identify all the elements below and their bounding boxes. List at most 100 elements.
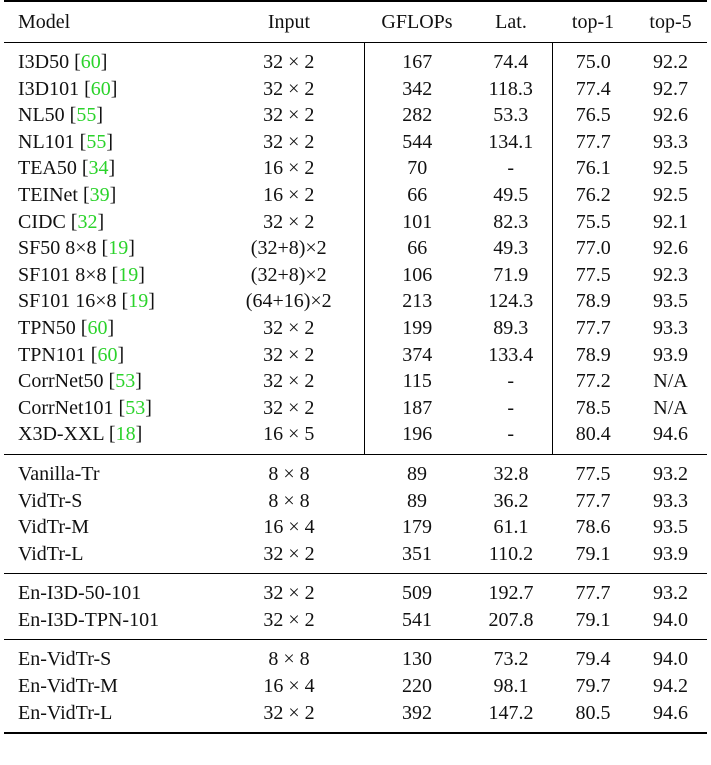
gflops-cell: 213 bbox=[402, 290, 433, 313]
model-cell: NL50 [55] bbox=[4, 102, 214, 129]
citation-link[interactable]: 19 bbox=[118, 263, 139, 286]
latency-cell: 74.4 bbox=[470, 42, 553, 76]
citation-link[interactable]: 53 bbox=[125, 396, 146, 419]
citation-link[interactable]: 60 bbox=[87, 316, 108, 339]
model-name: X3D-XXL [ bbox=[18, 423, 116, 446]
latency-cell: 53.3 bbox=[470, 102, 553, 129]
top1-cell: 78.5 bbox=[575, 396, 611, 419]
header-latency: Lat. bbox=[470, 0, 552, 43]
gflops-cell: 509 bbox=[364, 573, 470, 607]
top5-cell: 94.2 bbox=[653, 675, 688, 698]
citation-link[interactable]: 60 bbox=[97, 343, 118, 366]
gflops-cell: 187 bbox=[402, 396, 433, 419]
model-cell: TPN101 [60] bbox=[4, 342, 214, 369]
top5-cell: 93.9 bbox=[653, 542, 688, 565]
model-name: TEINet [ bbox=[18, 183, 90, 206]
header-input: Input bbox=[214, 0, 364, 43]
citation-close-bracket: ] bbox=[135, 370, 142, 393]
input-cell: 32 × 2 bbox=[214, 314, 365, 342]
citation-close-bracket: ] bbox=[148, 290, 155, 313]
top1-cell: 76.5 bbox=[575, 104, 611, 127]
model-name: SF101 8×8 [ bbox=[18, 263, 119, 286]
model-name: CorrNet50 [ bbox=[18, 370, 116, 393]
input-cell: 16 × 4 bbox=[263, 675, 315, 698]
table-row: NL50 [55] 32 × 2 282 53.3 76.5 92.6 bbox=[4, 102, 707, 129]
citation-close-bracket: ] bbox=[100, 51, 108, 73]
model-cell: En-VidTr-M bbox=[4, 673, 214, 700]
top1-cell: 75.0 bbox=[575, 51, 611, 73]
citation-link[interactable]: 60 bbox=[80, 51, 101, 73]
latency-cell: 73.2 bbox=[470, 639, 552, 674]
model-name: VidTr-S bbox=[18, 489, 83, 512]
citation-close-bracket: ] bbox=[97, 210, 105, 233]
model-cell: SF50 8×8 [19] bbox=[4, 235, 214, 262]
table-row: I3D101 [60] 32 × 2 342 118.3 77.4 92.7 bbox=[4, 75, 707, 103]
model-cell: Vanilla-Tr bbox=[4, 453, 214, 488]
citation-close-bracket: ] bbox=[145, 396, 152, 419]
citation-link[interactable]: 32 bbox=[77, 210, 98, 233]
gflops-cell: 282 bbox=[402, 104, 433, 127]
gflops-cell: 544 bbox=[402, 130, 433, 153]
model-cell: VidTr-L bbox=[4, 541, 214, 574]
citation-link[interactable]: 60 bbox=[90, 77, 111, 100]
citation-link[interactable]: 18 bbox=[115, 423, 136, 446]
citation-link[interactable]: 55 bbox=[76, 104, 97, 127]
top1-cell: 77.5 bbox=[575, 263, 611, 286]
top1-cell: 77.0 bbox=[575, 237, 611, 260]
table-row: I3D50 [60] 32 × 2 167 74.4 75.0 92.2 bbox=[4, 42, 707, 76]
citation-link[interactable]: 34 bbox=[88, 157, 109, 180]
citation-close-bracket: ] bbox=[108, 157, 116, 180]
gflops-cell: 179 bbox=[402, 516, 432, 539]
citation-link[interactable]: 39 bbox=[89, 183, 110, 206]
citation-link[interactable]: 53 bbox=[115, 370, 136, 393]
citation-link[interactable]: 19 bbox=[128, 290, 149, 313]
table-row: En-I3D-50-101 32 × 2 509 192.7 77.7 93.2 bbox=[4, 573, 707, 607]
latency-cell: 147.2 bbox=[470, 699, 552, 735]
gflops-cell: 199 bbox=[402, 316, 433, 339]
latency-cell: 89.3 bbox=[470, 314, 553, 342]
input-cell: 8 × 8 bbox=[214, 453, 364, 488]
model-cell: I3D101 [60] bbox=[4, 76, 214, 103]
citation-close-bracket: ] bbox=[110, 77, 118, 100]
input-cell: 16 × 2 bbox=[214, 181, 365, 209]
gflops-cell: 220 bbox=[402, 675, 432, 698]
citation-close-bracket: ] bbox=[117, 343, 125, 366]
model-cell: TPN50 [60] bbox=[4, 315, 214, 342]
input-cell: (32+8)×2 bbox=[214, 261, 365, 289]
latency-cell: 192.7 bbox=[470, 573, 552, 607]
top1-cell: 79.1 bbox=[575, 542, 611, 565]
top5-cell: 94.0 bbox=[634, 639, 707, 674]
top1-cell: 80.5 bbox=[552, 699, 634, 735]
table-row: VidTr-L 32 × 2 351 110.2 79.1 93.9 bbox=[4, 541, 707, 574]
model-name: NL101 [ bbox=[18, 130, 87, 153]
gflops-cell: 374 bbox=[402, 343, 433, 366]
model-name: TEA50 [ bbox=[18, 157, 89, 180]
table-row: TPN50 [60] 32 × 2 199 89.3 77.7 93.3 bbox=[4, 314, 707, 342]
citation-link[interactable]: 19 bbox=[108, 237, 129, 260]
table-row: SF101 16×8 [19] (64+16)×2 213 124.3 78.9 93.5 bbox=[4, 288, 707, 315]
gflops-cell: 115 bbox=[402, 370, 432, 393]
top1-cell: 76.1 bbox=[575, 157, 611, 180]
citation-close-bracket: ] bbox=[107, 316, 115, 339]
top1-cell: 78.9 bbox=[575, 343, 611, 366]
latency-cell: - bbox=[470, 368, 553, 395]
table-row: En-VidTr-L 32 × 2 392 147.2 80.5 94.6 bbox=[4, 699, 707, 735]
table-row: SF101 8×8 [19] (32+8)×2 106 71.9 77.5 92.3 bbox=[4, 261, 707, 289]
model-name: En-I3D-TPN-101 bbox=[18, 608, 160, 631]
top1-cell: 77.7 bbox=[552, 573, 634, 607]
citation-link[interactable]: 55 bbox=[86, 130, 107, 153]
input-cell: 32 × 2 bbox=[214, 341, 365, 369]
latency-cell: 49.3 bbox=[470, 235, 553, 262]
latency-cell: 118.3 bbox=[470, 75, 553, 103]
model-name: Vanilla-Tr bbox=[18, 462, 100, 485]
model-name: En-VidTr-S bbox=[18, 648, 112, 671]
top1-cell: 77.7 bbox=[575, 130, 611, 153]
table-row: En-VidTr-S 8 × 8 130 73.2 79.4 94.0 bbox=[4, 639, 707, 674]
top5-cell: 94.6 bbox=[634, 699, 707, 735]
top5-cell: 94.0 bbox=[653, 608, 688, 631]
header-top5: top-5 bbox=[634, 0, 707, 43]
table-row: TPN101 [60] 32 × 2 374 133.4 78.9 93.9 bbox=[4, 341, 707, 369]
model-cell: SF101 16×8 [19] bbox=[4, 288, 214, 315]
input-cell: 32 × 2 bbox=[214, 573, 364, 607]
latency-cell: 134.1 bbox=[470, 128, 553, 156]
